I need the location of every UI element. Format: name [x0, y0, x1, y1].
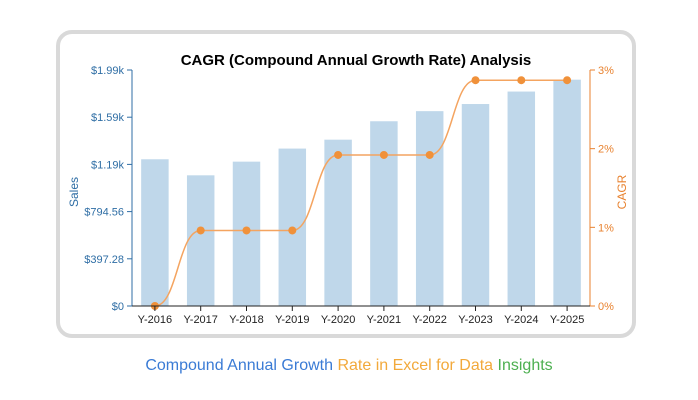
bar — [324, 139, 352, 306]
left-tick-label: $1.99k — [91, 65, 125, 77]
cagr-point — [379, 150, 388, 159]
right-axis-ticks: 0% 1% 2% 3% — [590, 65, 614, 313]
caption: Compound Annual Growth Rate in Excel for… — [0, 357, 698, 375]
cagr-chart: CAGR (Compound Annual Growth Rate) Analy… — [67, 52, 629, 326]
bar — [186, 175, 215, 306]
x-tick-label: Y-2020 — [321, 314, 355, 326]
x-tick-label: Y-2024 — [504, 314, 538, 326]
x-tick-label: Y-2018 — [229, 314, 263, 326]
cagr-point — [563, 76, 572, 85]
cagr-point — [517, 76, 526, 85]
bar-series — [141, 79, 581, 306]
bar — [415, 111, 444, 306]
x-axis-ticks: Y-2016 Y-2017 Y-2018 Y-2019 Y-2020 Y-2021 Y-20… — [138, 306, 584, 326]
cagr-point — [288, 226, 297, 235]
cagr-line-series — [150, 76, 572, 310]
x-tick-label: Y-2016 — [138, 314, 172, 326]
x-tick-label: Y-2022 — [412, 314, 446, 326]
chart-card: CAGR (Compound Annual Growth Rate) Analy… — [56, 30, 636, 338]
cagr-point — [471, 76, 480, 85]
chart-title: CAGR (Compound Annual Growth Rate) Analy… — [181, 52, 532, 69]
left-tick-label: $397.28 — [84, 254, 124, 266]
bar — [461, 104, 490, 306]
right-tick-label: 3% — [598, 65, 614, 77]
cagr-point — [425, 150, 434, 159]
right-tick-label: 2% — [598, 144, 614, 156]
caption-part-3: Insights — [497, 357, 553, 374]
axes — [131, 70, 591, 307]
left-tick-label: $794.56 — [84, 207, 124, 219]
left-tick-label: $1.19k — [91, 159, 125, 171]
left-axis-ticks: $0 $397.28 $794.56 $1.19k $1.59k $1.99k — [84, 65, 132, 313]
y-axis-label: Sales — [67, 177, 81, 207]
bar — [370, 121, 398, 306]
cagr-point — [334, 150, 343, 159]
bar — [553, 79, 581, 306]
right-tick-label: 0% — [598, 301, 614, 313]
caption-part-2: Rate in Excel for Data — [337, 357, 498, 374]
bar — [141, 159, 169, 306]
x-tick-label: Y-2025 — [550, 314, 584, 326]
y2-axis-label: CAGR — [615, 174, 629, 209]
right-tick-label: 1% — [598, 222, 614, 234]
x-tick-label: Y-2023 — [458, 314, 492, 326]
cagr-point — [242, 226, 251, 235]
left-tick-label: $1.59k — [91, 112, 125, 124]
x-tick-label: Y-2021 — [367, 314, 401, 326]
cagr-line — [154, 79, 568, 307]
x-tick-label: Y-2019 — [275, 314, 309, 326]
cagr-point — [196, 226, 205, 235]
bar — [507, 91, 536, 306]
x-tick-label: Y-2017 — [183, 314, 217, 326]
caption-part-1: Compound Annual Growth — [145, 357, 338, 374]
left-tick-label: $0 — [112, 301, 124, 313]
